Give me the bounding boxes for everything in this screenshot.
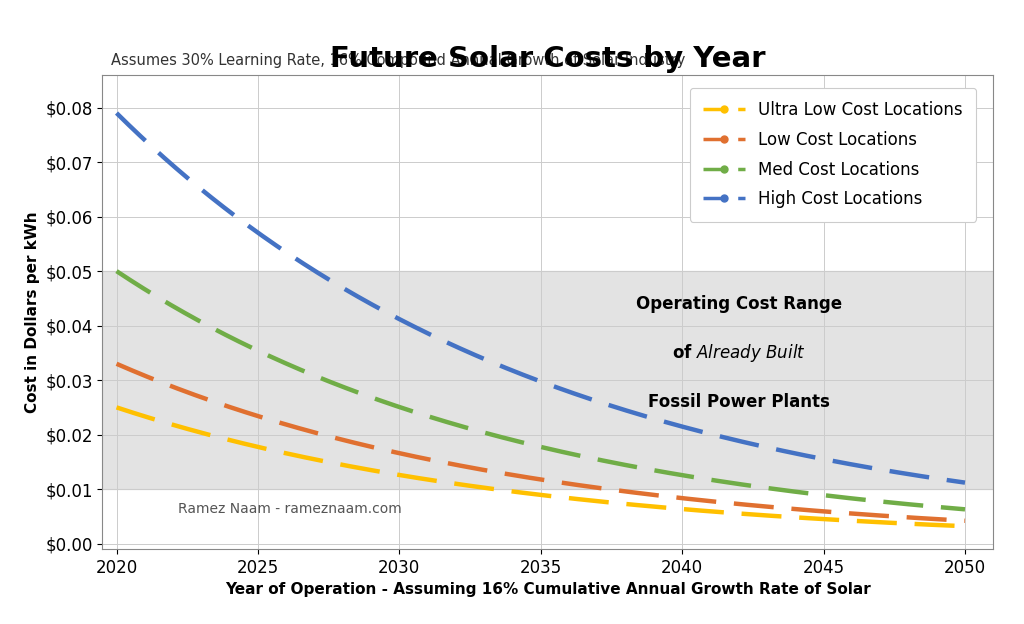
Text: of $\mathit{Already\ Built}$: of $\mathit{Already\ Built}$ [672,342,806,364]
Title: Future Solar Costs by Year: Future Solar Costs by Year [330,44,766,72]
X-axis label: Year of Operation - Assuming 16% Cumulative Annual Growth Rate of Solar: Year of Operation - Assuming 16% Cumulat… [225,582,870,597]
Legend: Ultra Low Cost Locations, Low Cost Locations, Med Cost Locations, High Cost Loca: Ultra Low Cost Locations, Low Cost Locat… [690,88,976,222]
Text: Fossil Power Plants: Fossil Power Plants [648,393,829,411]
Text: Assumes 30% Learning Rate, 16% Compound Annual Growth of Solar Industry: Assumes 30% Learning Rate, 16% Compound … [112,53,686,68]
Bar [102,271,993,489]
Text: Operating Cost Range: Operating Cost Range [636,295,842,313]
Text: Ramez Naam - rameznaam.com: Ramez Naam - rameznaam.com [178,502,401,516]
Y-axis label: Cost in Dollars per kWh: Cost in Dollars per kWh [25,211,40,413]
